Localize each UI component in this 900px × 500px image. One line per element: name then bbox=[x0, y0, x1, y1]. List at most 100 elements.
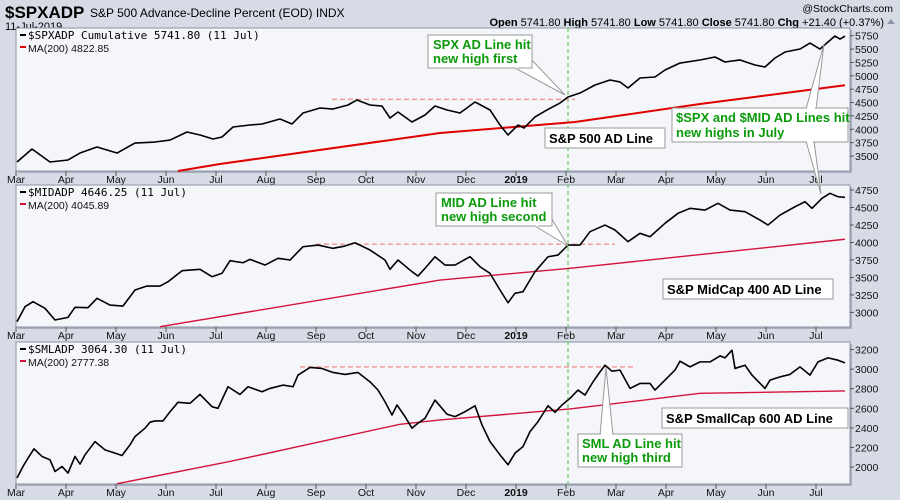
legend-series: $SPXADP Cumulative 5741.80 (11 Jul) bbox=[28, 29, 260, 42]
x-tick-label: Jun bbox=[158, 174, 175, 186]
y-tick-label: 4000 bbox=[855, 237, 879, 249]
x-tick-label: Jul bbox=[809, 330, 822, 342]
low-value: 5741.80 bbox=[659, 17, 699, 29]
x-tick-label: Mar bbox=[607, 174, 626, 186]
x-tick-label: Apr bbox=[58, 174, 75, 186]
x-tick-label: Apr bbox=[58, 330, 75, 342]
ad-line bbox=[16, 349, 846, 479]
x-tick-label: 2019 bbox=[504, 487, 528, 499]
x-tick-label: May bbox=[106, 174, 127, 186]
ma200-line bbox=[159, 238, 846, 328]
legend-swatch bbox=[20, 46, 26, 48]
close-label: Close bbox=[702, 17, 732, 29]
x-tick-label: Aug bbox=[257, 330, 276, 342]
y-tick-label: 5500 bbox=[855, 44, 879, 56]
label-spx: S&P 500 AD Line bbox=[544, 127, 666, 149]
x-tick-label: 2019 bbox=[504, 174, 528, 186]
y-tick-label: 2400 bbox=[855, 423, 879, 435]
y-tick-label: 4750 bbox=[855, 84, 879, 96]
y-tick-label: 3000 bbox=[855, 364, 879, 376]
y-tick-label: 3750 bbox=[855, 255, 879, 267]
x-tick-label: Mar bbox=[7, 330, 26, 342]
x-tick-label: Feb bbox=[557, 330, 575, 342]
open-value: 5741.80 bbox=[521, 17, 561, 29]
chg-label: Chg bbox=[778, 17, 799, 29]
y-tick-label: 5000 bbox=[855, 71, 879, 83]
x-tick-label: Apr bbox=[658, 174, 675, 186]
x-tick-label: Feb bbox=[557, 487, 575, 499]
ohlc-line: Open 5741.80 High 5741.80 Low 5741.80 Cl… bbox=[489, 17, 884, 29]
legend-swatch bbox=[20, 360, 26, 362]
x-tick-label: Sep bbox=[307, 330, 326, 342]
label-box bbox=[544, 127, 666, 149]
watermark: @StockCharts.com bbox=[802, 3, 893, 15]
x-tick-label: Jul bbox=[209, 174, 222, 186]
x-tick-label: Jul bbox=[809, 487, 822, 499]
x-tick-label: Oct bbox=[358, 174, 374, 186]
x-tick-label: Feb bbox=[557, 174, 575, 186]
callout-line: MID AD Line hit bbox=[441, 195, 537, 210]
y-tick-label: 5750 bbox=[855, 31, 879, 43]
ad-line bbox=[16, 192, 846, 323]
callout-line: new high second bbox=[441, 209, 547, 224]
annotation-sml-third: SML AD Line hit new high third bbox=[577, 367, 683, 468]
x-tick-label: Aug bbox=[257, 174, 276, 186]
legend-ma: MA(200) 4822.85 bbox=[28, 43, 109, 55]
label-text: S&P MidCap 400 AD Line bbox=[667, 282, 822, 297]
collapse-arrow-icon[interactable] bbox=[887, 19, 895, 24]
legend-swatch bbox=[20, 348, 26, 350]
x-tick-label: Jun bbox=[758, 487, 775, 499]
callout-box bbox=[671, 107, 849, 143]
x-tick-label: Jun bbox=[758, 330, 775, 342]
callout-line: $SPX and $MID AD Lines hit bbox=[676, 110, 850, 125]
y-tick-label: 2200 bbox=[855, 442, 879, 454]
chg-value: +21.40 (+0.37%) bbox=[802, 17, 884, 29]
y-tick-label: 4250 bbox=[855, 220, 879, 232]
x-tick-label: 2019 bbox=[504, 330, 528, 342]
y-tick-label: 3000 bbox=[855, 307, 879, 319]
x-tick-label: Oct bbox=[358, 330, 374, 342]
x-tick-label: May bbox=[706, 487, 727, 499]
legend-ma: MA(200) 4045.89 bbox=[28, 200, 109, 212]
legend-swatch bbox=[20, 191, 26, 193]
x-tick-label: Dec bbox=[457, 487, 476, 499]
x-tick-label: Jul bbox=[209, 330, 222, 342]
y-tick-label: 4500 bbox=[855, 98, 879, 110]
callout-line: new high third bbox=[582, 450, 671, 465]
x-tick-label: Jun bbox=[758, 174, 775, 186]
annotation-spx-first: SPX AD Line hit new high first bbox=[427, 34, 566, 96]
annotation-mid-second: MID AD Line hit new high second bbox=[435, 192, 569, 247]
plot-area bbox=[15, 184, 851, 328]
x-tick-label: Mar bbox=[607, 330, 626, 342]
x-tick-label: Nov bbox=[407, 330, 426, 342]
x-tick-label: May bbox=[706, 174, 727, 186]
x-tick-label: Mar bbox=[7, 487, 26, 499]
x-tick-label: Nov bbox=[407, 174, 426, 186]
y-tick-label: 2000 bbox=[855, 462, 879, 474]
symbol-title: $SPXADP bbox=[5, 3, 84, 22]
x-tick-label: Aug bbox=[257, 487, 276, 499]
open-label: Open bbox=[489, 17, 517, 29]
legend-ma: MA(200) 2777.38 bbox=[28, 357, 109, 369]
x-tick-label: Dec bbox=[457, 330, 476, 342]
legend-swatch bbox=[20, 203, 26, 205]
legend-series: $MIDADP 4646.25 (11 Jul) bbox=[28, 186, 187, 199]
label-mid: S&P MidCap 400 AD Line bbox=[662, 278, 834, 300]
y-tick-label: 2600 bbox=[855, 403, 879, 415]
high-value: 5741.80 bbox=[591, 17, 631, 29]
callout-line: new highs in July bbox=[676, 125, 785, 140]
x-tick-label: Apr bbox=[658, 487, 675, 499]
ma200-line bbox=[177, 84, 846, 172]
x-tick-label: May bbox=[106, 330, 127, 342]
legend-series: $SMLADP 3064.30 (11 Jul) bbox=[28, 343, 187, 356]
label-box bbox=[661, 407, 849, 429]
y-tick-label: 4250 bbox=[855, 111, 879, 123]
y-tick-label: 3750 bbox=[855, 138, 879, 150]
y-tick-label: 4500 bbox=[855, 203, 879, 215]
low-label: Low bbox=[634, 17, 656, 29]
x-tick-label: Apr bbox=[58, 487, 75, 499]
panel-1: 3000 3250 3500 3750 4000 4250 4500 4750 Mar Apr Ma… bbox=[7, 184, 879, 342]
x-tick-label: Nov bbox=[407, 487, 426, 499]
label-box bbox=[662, 278, 834, 300]
